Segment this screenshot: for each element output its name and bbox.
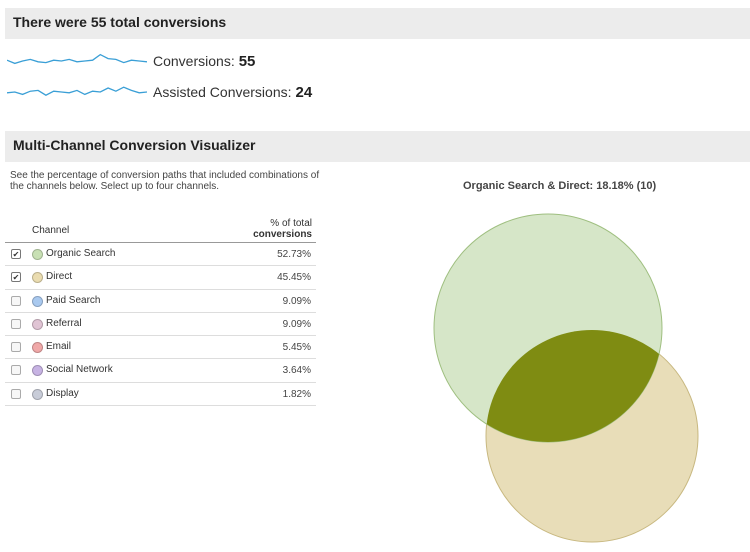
assisted-conversions-label: Assisted Conversions: xyxy=(153,84,292,100)
conversions-sparkline xyxy=(7,53,147,65)
channel-color-dot xyxy=(32,249,43,260)
channel-pct: 5.45% xyxy=(282,342,311,354)
venn-title: Organic Search & Direct: 18.18% (10) xyxy=(463,180,657,192)
channel-row-email[interactable]: Email 5.45% xyxy=(5,336,316,360)
channel-checkbox-referral[interactable] xyxy=(11,318,21,329)
channel-name: Display xyxy=(46,387,79,399)
channel-pct: 52.73% xyxy=(277,249,311,260)
channel-checkbox-display[interactable] xyxy=(11,388,21,399)
conversions-metric: Conversions: 55 xyxy=(7,51,255,71)
channel-row-social-network[interactable]: Social Network 3.64% xyxy=(5,359,316,383)
channel-pct: 9.09% xyxy=(282,318,311,330)
channel-color-dot xyxy=(32,272,43,284)
channel-name: Direct xyxy=(46,271,73,283)
channel-color-dot xyxy=(32,388,43,400)
channel-checkbox-paid-search[interactable] xyxy=(11,295,21,306)
channel-row-paid-search[interactable]: Paid Search 9.09% xyxy=(5,290,316,313)
assisted-conversions-value: 24 xyxy=(295,83,313,101)
channel-color-dot xyxy=(32,365,43,377)
channel-row-referral[interactable]: Referral 9.09% xyxy=(5,313,316,337)
channel-pct: 1.82% xyxy=(282,388,311,400)
channel-name: Email xyxy=(46,341,72,353)
channel-checkbox-email[interactable] xyxy=(11,342,21,353)
channel-checkbox-direct[interactable]: ✔ xyxy=(11,272,21,283)
channel-pct: 3.64% xyxy=(282,365,311,377)
channel-row-direct[interactable]: ✔ Direct 45.45% xyxy=(5,266,316,290)
channel-table: Channel % of total conversions ✔ Organic … xyxy=(5,215,316,407)
venn-diagram xyxy=(433,213,699,543)
channel-name: Referral xyxy=(46,317,82,329)
channel-checkbox-organic-search[interactable]: ✔ xyxy=(11,249,21,259)
assisted-conversions-metric: Assisted Conversions: 24 xyxy=(7,82,312,102)
summary-header: There were 55 total conversions xyxy=(5,8,750,39)
visualizer-description: See the percentage of conversion paths t… xyxy=(10,170,320,192)
assisted-conversions-sparkline xyxy=(7,86,147,96)
channel-pct: 9.09% xyxy=(282,295,311,307)
channel-table-header: Channel % of total conversions xyxy=(5,215,316,243)
channel-checkbox-social-network[interactable] xyxy=(11,365,21,376)
channel-name: Paid Search xyxy=(46,294,101,306)
conversions-value: 55 xyxy=(238,52,256,70)
channel-name: Social Network xyxy=(46,364,113,376)
channel-column-header: Channel xyxy=(32,225,70,236)
sparkline-path xyxy=(7,86,147,96)
conversions-label: Conversions: xyxy=(153,53,235,69)
channel-color-dot xyxy=(32,295,43,307)
channel-row-organic-search[interactable]: ✔ Organic Search 52.73% xyxy=(5,243,316,267)
visualizer-header: Multi-Channel Conversion Visualizer xyxy=(5,131,750,162)
channel-pct: 45.45% xyxy=(277,272,311,284)
sparkline-path xyxy=(7,53,147,65)
channel-name: Organic Search xyxy=(46,248,116,259)
channel-row-display[interactable]: Display 1.82% xyxy=(5,383,316,407)
pct-header-line1: % of total xyxy=(270,218,312,229)
pct-column-header[interactable]: % of total conversions xyxy=(253,218,312,240)
channel-color-dot xyxy=(32,318,43,330)
pct-header-line2: conversions xyxy=(253,229,312,240)
channel-color-dot xyxy=(32,342,43,354)
